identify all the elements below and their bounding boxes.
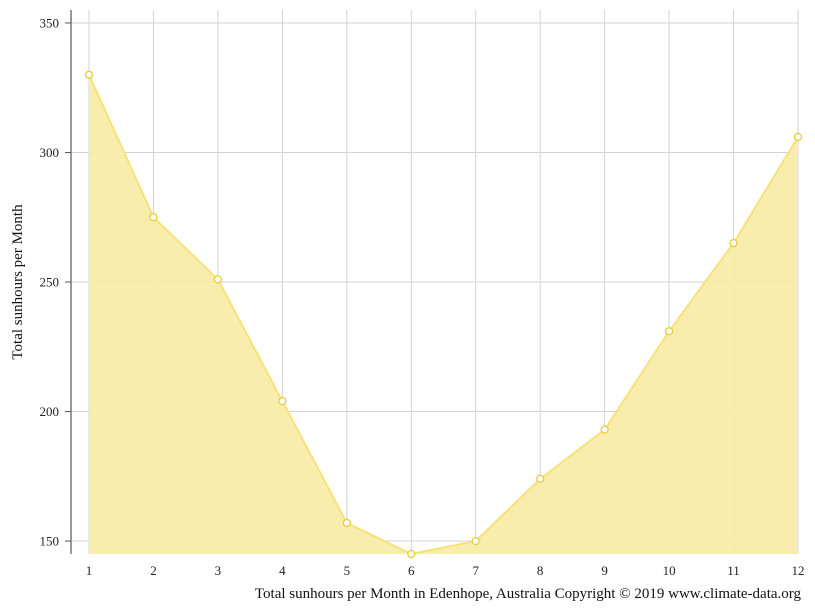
x-tick-label: 6 (408, 563, 415, 578)
y-tick-label: 150 (40, 534, 60, 549)
marker-layer (84, 70, 803, 559)
area-fill (89, 74, 798, 554)
x-tick-label: 1 (86, 563, 93, 578)
data-point (729, 238, 738, 248)
series-line (88, 74, 799, 555)
y-axis-title: Total sunhours per Month (10, 204, 26, 360)
axis-layer (65, 10, 72, 554)
y-tick-label: 250 (40, 275, 60, 290)
data-point (600, 425, 609, 434)
x-tick-label: 5 (344, 563, 351, 578)
data-point (407, 549, 416, 559)
x-tick-label: 11 (727, 563, 740, 578)
x-tick-label: 7 (472, 563, 479, 578)
data-point (213, 275, 223, 284)
x-tick-label: 2 (150, 563, 157, 578)
x-tick-label: 10 (663, 563, 676, 578)
y-tick-label: 200 (40, 404, 60, 419)
y-tick-labels: 150 200 250 300 350 (40, 15, 60, 548)
x-tick-label: 9 (601, 563, 608, 578)
data-point (536, 474, 545, 484)
x-tick-label: 3 (215, 563, 222, 578)
data-point (342, 518, 351, 528)
data-point (278, 397, 287, 406)
data-point (149, 213, 158, 222)
x-tick-label: 12 (792, 563, 805, 578)
data-point (664, 327, 674, 336)
x-tick-label: 8 (537, 563, 544, 578)
x-tick-label: 4 (279, 563, 286, 578)
area-layer (88, 74, 799, 555)
chart-caption: Total sunhours per Month in Edenhope, Au… (255, 586, 802, 602)
data-point (793, 132, 803, 142)
x-tick-labels: 1 2 3 4 5 6 7 8 9 10 11 12 (86, 563, 805, 578)
y-tick-label: 350 (40, 15, 60, 30)
y-tick-label: 300 (40, 145, 60, 160)
data-point (471, 536, 480, 546)
data-point (84, 70, 94, 79)
